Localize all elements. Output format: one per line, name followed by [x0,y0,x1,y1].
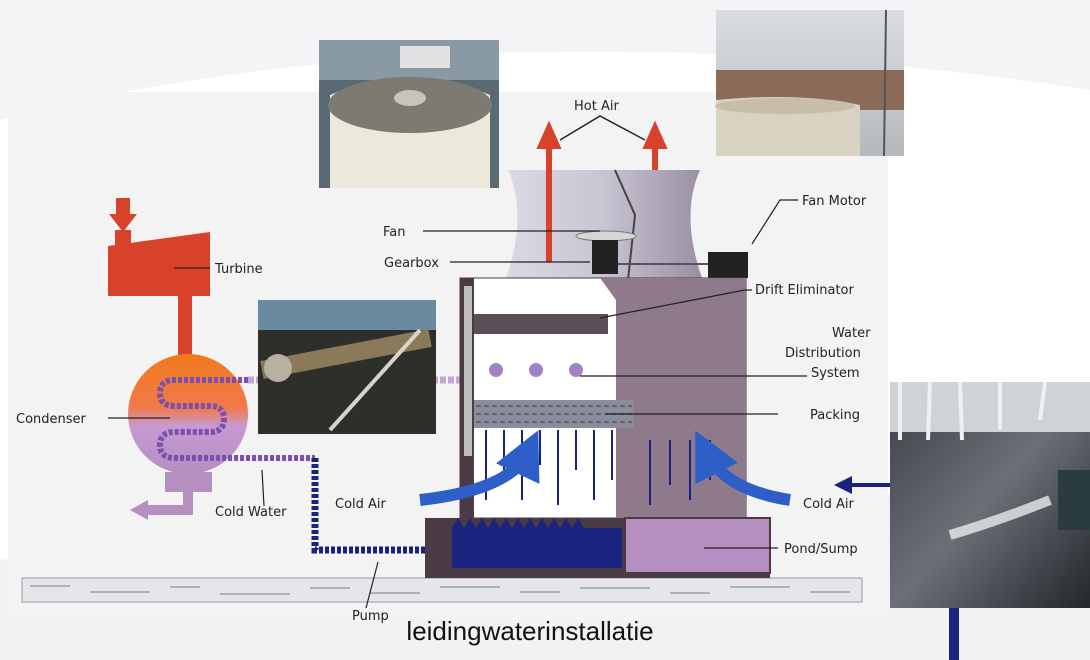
cold-air-arrow-right [695,430,791,506]
cold-water-label: Cold Water [215,505,287,520]
fan-label: Fan [383,225,406,240]
gearbox-label: Gearbox [384,256,439,271]
basin-water-spikes [452,518,584,528]
hot-air-arrow-right [642,120,668,170]
spray-nozzle-photo [258,300,436,434]
caption: leidingwaterinstallatie [406,616,654,646]
condenser-icon [128,354,315,520]
cold-air-right-label: Cold Air [803,497,855,512]
ground-texture [30,585,850,595]
cold-water-pipe [311,458,452,554]
turbine-icon [108,198,210,356]
pond-sump [624,517,771,574]
packing-label: Packing [810,408,860,423]
hot-air-bracket [559,115,646,141]
water-distribution-label-2: Distribution [785,346,861,361]
pond-sump-label: Pond/Sump [784,542,858,557]
rooftop-tower-photo [715,9,904,157]
cold-air-arrow-left [419,430,540,506]
ground-strip [21,577,863,603]
spray-nozzles [489,363,583,377]
drift-eliminator-band [474,314,608,334]
drift-eliminator-label: Drift Eliminator [755,283,855,298]
hot-air-label: Hot Air [574,99,619,114]
condenser-label: Condenser [16,412,87,427]
blue-pointer-arrowhead [834,476,852,494]
tower-stack-split [614,169,637,281]
basin-spray-photo [890,381,1090,608]
basin-water [452,528,622,568]
gearbox-icon [592,240,618,274]
water-distribution-label-3: System [811,366,859,381]
cooling-tower-fan-photo [319,40,499,188]
fan-blade [575,230,637,242]
fan-motor-icon [708,252,748,278]
hot-air-arrow-left [536,120,562,262]
cold-air-left-label: Cold Air [335,497,387,512]
water-distribution-label-1: Water [832,326,871,341]
leader-lines [108,199,807,609]
tower-stack [506,170,702,278]
tower-left-post [464,286,472,456]
turbine-label: Turbine [214,262,263,277]
pump-label: Pump [352,609,389,624]
fan-motor-label: Fan Motor [802,194,867,209]
blue-vertical-bar [949,608,959,660]
condenser-coil [156,377,315,461]
